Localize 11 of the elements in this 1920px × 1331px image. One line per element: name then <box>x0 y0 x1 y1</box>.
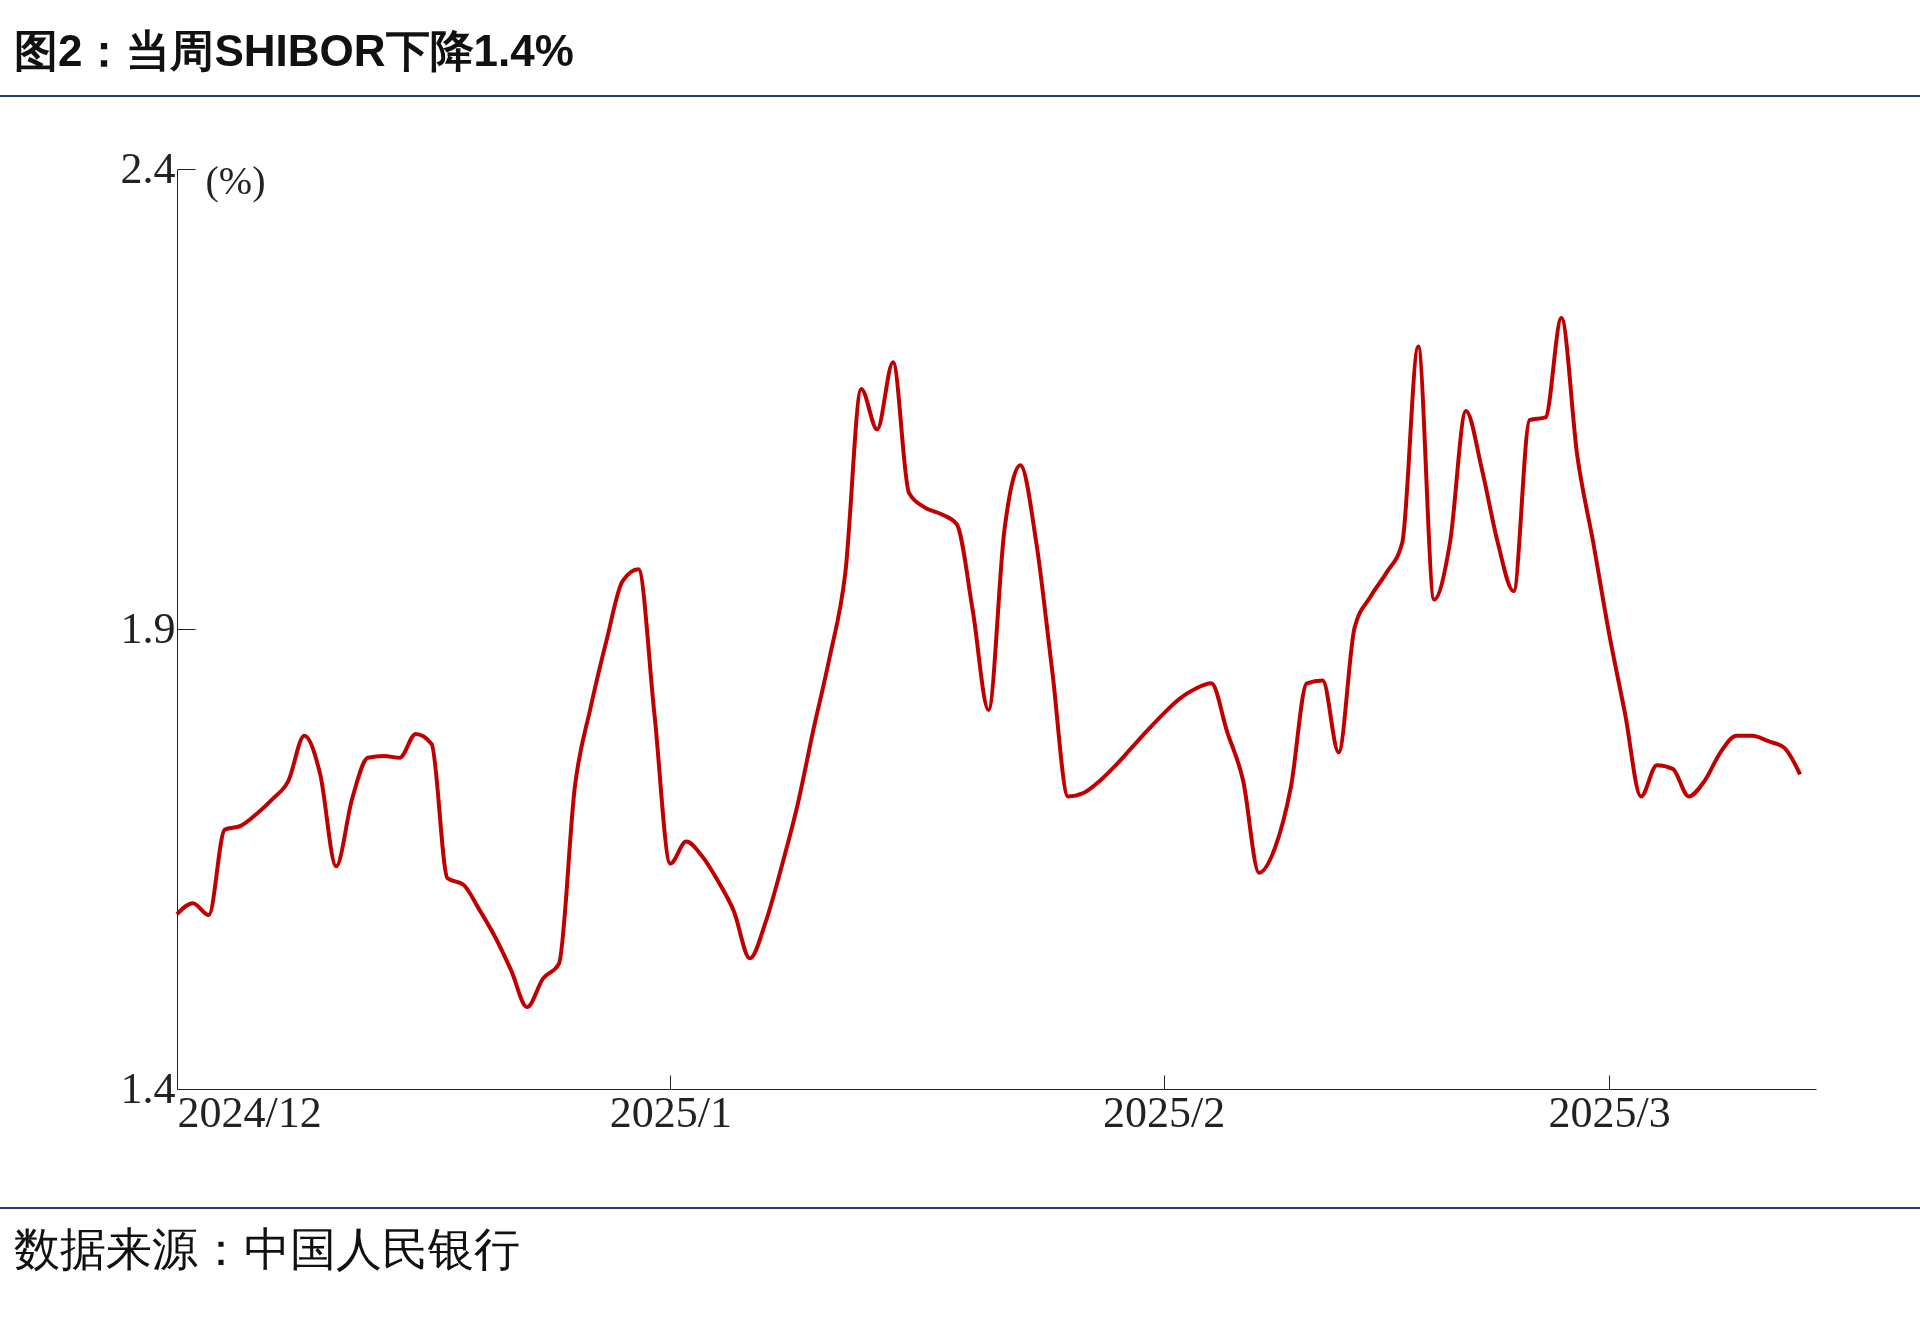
y-tick-label: 1.9 <box>120 603 176 653</box>
y-axis-title: (%) <box>205 157 266 203</box>
x-tick-label: 2025/3 <box>1548 1087 1671 1137</box>
line-series <box>175 316 1803 1010</box>
x-tick-label: 2025/2 <box>1102 1087 1226 1137</box>
chart-title: 图2：当周SHIBOR下降1.4% <box>0 0 1920 97</box>
x-tick-label: 2025/1 <box>609 1087 732 1137</box>
x-tick-label: 2024/12 <box>177 1087 322 1137</box>
y-tick-label: 2.4 <box>120 143 176 193</box>
source-note: 数据来源：中国人民银行 <box>0 1207 1920 1291</box>
y-tick-label: 1.4 <box>120 1063 176 1113</box>
